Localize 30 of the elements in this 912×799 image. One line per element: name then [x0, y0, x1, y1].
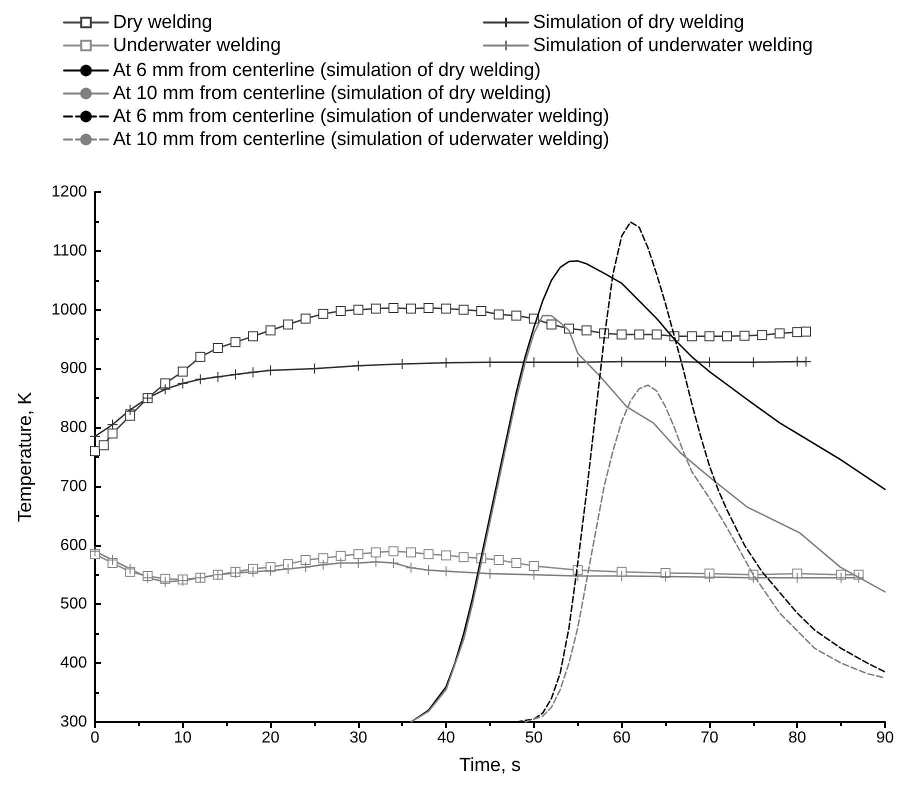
y-tick-label: 1100: [52, 242, 88, 260]
legend-label: Dry welding: [113, 12, 212, 33]
x-tick-label: 0: [90, 730, 100, 746]
x-tick-label: 20: [262, 730, 280, 746]
legend-label: Underwater welding: [113, 35, 281, 56]
y-tick-label: 800: [60, 419, 88, 436]
x-tick-label: 10: [174, 730, 192, 746]
legend-label: At 10 mm from centerline (simulation of uderwater welding): [113, 129, 610, 150]
legend-label: Simulation of dry welding: [533, 12, 744, 33]
y-tick-label: 500: [60, 596, 88, 613]
legend-label: At 10 mm from centerline (simulation of dry welding): [113, 83, 552, 104]
x-tick-label: 30: [349, 730, 368, 746]
legend-label: At 6 mm from centerline (simulation of dry welding): [113, 60, 541, 81]
y-tick-label: 600: [60, 536, 88, 554]
y-tick-label: 1000: [51, 301, 88, 318]
y-tick-label: 300: [60, 714, 88, 730]
y-tick-label: 700: [60, 478, 88, 495]
x-tick-label: 40: [437, 730, 456, 746]
x-tick-label: 80: [788, 730, 806, 746]
x-tick-label: 60: [612, 730, 631, 746]
x-tick-label: 50: [524, 730, 543, 746]
y-tick-label: 1200: [51, 184, 88, 200]
y-axis-title: Temperature, K: [15, 392, 36, 522]
x-tick-label: 90: [876, 730, 894, 746]
y-tick-label: 400: [60, 654, 88, 672]
legend-label: At 6 mm from centerline (simulation of underwater welding): [113, 106, 610, 127]
y-tick-label: 900: [60, 360, 88, 378]
legend-label: Simulation of underwater welding: [533, 35, 813, 56]
x-axis-title: Time, s: [459, 755, 521, 776]
x-tick-label: 70: [700, 730, 718, 746]
